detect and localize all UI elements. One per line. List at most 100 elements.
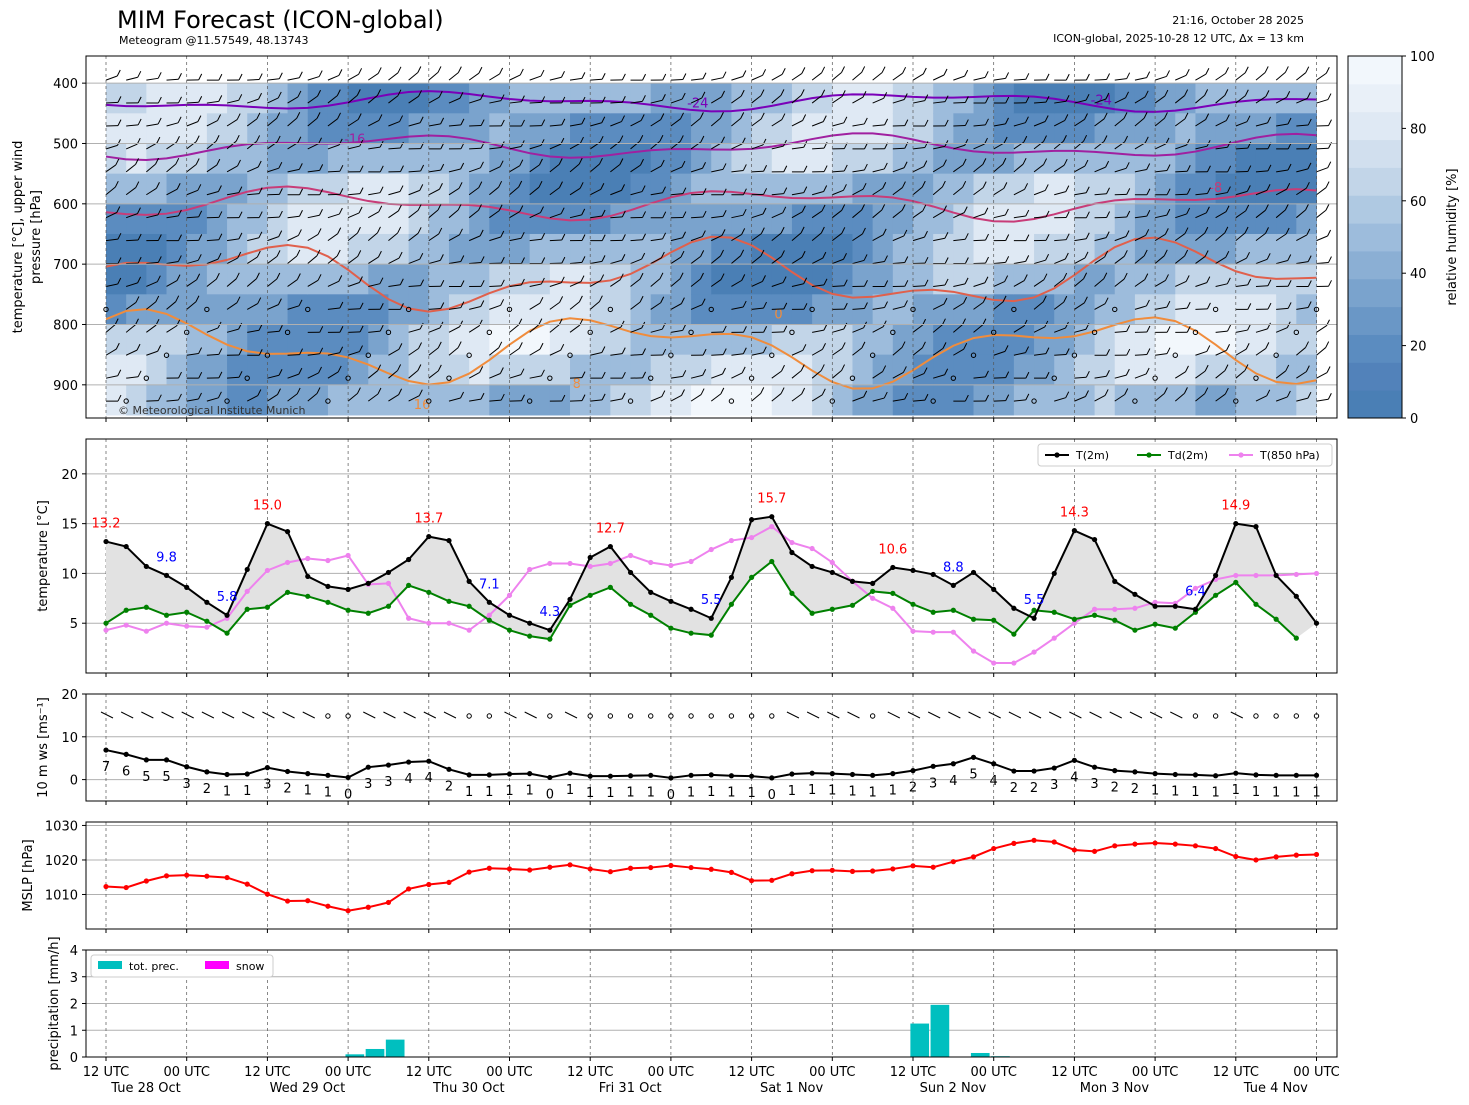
- t2m-marker: [1152, 603, 1158, 609]
- wind-barb: [731, 279, 743, 287]
- precip-bar: [365, 1048, 385, 1057]
- wind-barb-flag: [319, 164, 324, 171]
- rh-cell: [993, 264, 1015, 295]
- rh-cell: [186, 233, 208, 265]
- wind-barb: [186, 189, 199, 196]
- wind-barb: [347, 255, 359, 264]
- wind-barb-flag: [1043, 273, 1048, 280]
- mslp-marker: [607, 869, 613, 875]
- wind-barb: [1316, 325, 1327, 333]
- t850-marker: [466, 627, 472, 633]
- wind-barb-flag: [780, 250, 785, 257]
- mslp-marker: [1112, 843, 1118, 849]
- wind-barb: [831, 72, 842, 81]
- day-label: Tue 4 Nov: [1243, 1081, 1308, 1096]
- wind-barb: [1134, 96, 1146, 104]
- wind-barb: [731, 306, 744, 310]
- rh-cell: [126, 354, 147, 386]
- wind-barb-flag: [1244, 364, 1249, 371]
- wind-barb-flag: [881, 203, 886, 211]
- surface-wind-barb: [302, 711, 315, 719]
- wind-barb-flag: [982, 158, 987, 165]
- rh-cell: [1054, 294, 1075, 325]
- wind-barb-flag: [1265, 227, 1269, 234]
- rh-cell: [933, 294, 954, 325]
- rh-cell: [832, 83, 853, 114]
- windspeed-marker: [1253, 772, 1259, 778]
- wind-barb-flag: [117, 394, 122, 402]
- wind-barb-flag: [660, 113, 665, 120]
- wind-barb: [1215, 72, 1226, 81]
- temperature-legend: T(2m) Td(2m) T(850 hPa): [1037, 443, 1333, 467]
- wind-barb-flag: [499, 67, 504, 75]
- wind-barb-flag: [580, 136, 584, 144]
- wind-barb-flag: [437, 364, 442, 372]
- wind-barb-flag: [297, 136, 302, 143]
- wind-barb-flag: [1225, 67, 1229, 74]
- calm-wind-marker: [789, 329, 795, 336]
- rh-cell: [1255, 173, 1277, 205]
- wind-barb: [327, 74, 340, 81]
- rh-cell: [1134, 233, 1156, 265]
- td2m-marker: [325, 599, 331, 605]
- rh-cell: [933, 173, 954, 205]
- windspeed-value-label: 3: [263, 778, 271, 793]
- wind-barb: [307, 255, 318, 264]
- windspeed-marker: [466, 772, 472, 778]
- wind-barb-flag: [135, 181, 140, 188]
- wind-barb-flag: [561, 118, 566, 126]
- wind-barb-flag: [178, 393, 182, 401]
- wind-barb: [993, 77, 1006, 81]
- wind-barb-flag: [721, 90, 725, 98]
- rh-cell: [1215, 264, 1237, 295]
- wind-barb: [670, 329, 683, 333]
- rh-cell: [1215, 143, 1237, 175]
- wind-barb-flag: [1023, 135, 1028, 143]
- wind-barb-flag: [763, 188, 768, 195]
- wind-barb-flag: [195, 135, 200, 142]
- wind-barb-flag: [1002, 295, 1007, 303]
- precip-tick-label: 4: [70, 944, 78, 959]
- rh-cell: [993, 294, 1015, 325]
- wind-barb-flag: [822, 343, 826, 350]
- windspeed-value-label: 1: [889, 784, 897, 799]
- windspeed-marker: [970, 754, 977, 760]
- wind-barb-flag: [742, 347, 747, 354]
- windspeed-marker: [1293, 772, 1299, 778]
- wind-barb-flag: [235, 272, 240, 280]
- windspeed-value-label: 2: [283, 781, 291, 796]
- wind-barb: [1235, 147, 1248, 150]
- wind-barb-flag: [881, 66, 886, 73]
- rh-cell: [1054, 324, 1075, 356]
- rh-cell: [489, 143, 510, 175]
- rh-cell: [1255, 264, 1277, 295]
- precip-bar: [910, 1023, 930, 1057]
- wind-barb-flag: [841, 342, 846, 349]
- wind-barb: [287, 354, 300, 356]
- wind-barb: [287, 215, 300, 219]
- windspeed-marker: [1152, 771, 1158, 777]
- windspeed-marker: [991, 761, 997, 767]
- wind-barb-flag: [621, 347, 626, 354]
- calm-wind-marker: [325, 713, 331, 719]
- rh-cell: [307, 203, 329, 235]
- rh-cell: [852, 83, 874, 114]
- wind-barb-flag: [700, 135, 705, 143]
- calm-wind-marker: [849, 375, 856, 381]
- rh-cell: [993, 324, 1015, 356]
- calm-wind-marker: [1051, 375, 1057, 381]
- calm-wind-marker: [890, 329, 896, 336]
- rh-cell: [751, 384, 773, 416]
- wind-barb: [670, 237, 683, 242]
- wind-barb-flag: [156, 275, 161, 282]
- wind-barb-flag: [741, 366, 746, 374]
- wind-barb-flag: [337, 112, 341, 120]
- wind-barb: [1155, 353, 1168, 356]
- wind-barb: [448, 261, 461, 265]
- wind-barb: [1275, 370, 1287, 379]
- wind-barb: [226, 302, 238, 310]
- wind-barb: [1094, 166, 1106, 173]
- wind-barb: [973, 187, 984, 196]
- rh-cell: [731, 203, 753, 235]
- wind-barb: [791, 192, 804, 196]
